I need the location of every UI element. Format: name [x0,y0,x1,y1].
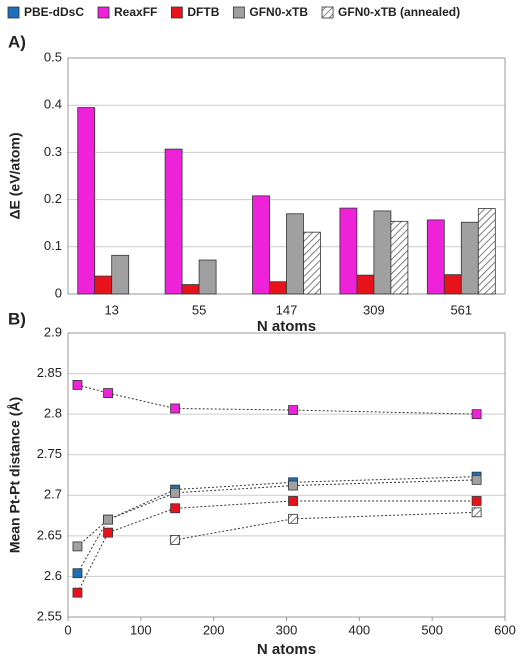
bar [252,195,270,295]
bar [339,207,358,295]
marker [471,507,482,518]
y-tick-label: 0.3 [44,144,62,159]
y-tick-label: 2.7 [44,487,62,502]
marker [72,587,83,598]
bar [426,219,445,295]
y-axis-title: ΔE (eV/atom) [7,132,23,219]
marker [288,405,298,415]
legend-label: DFTB [187,5,219,19]
bar [94,275,113,295]
bar [477,208,496,295]
series-line [77,479,477,547]
legend-swatch [170,6,183,19]
y-tick-label: 0.1 [44,238,62,253]
legend-swatch [97,6,110,19]
x-tick-label: 400 [348,622,370,637]
y-tick-label: 2.75 [37,446,62,461]
marker [103,527,113,538]
x-axis-title: N atoms [257,641,316,658]
legend-swatch [232,6,245,19]
x-tick-label: 13 [104,302,118,317]
bar [269,281,287,295]
marker [170,487,180,498]
panel-label: A) [8,32,26,51]
marker [288,496,298,506]
x-tick-label: 600 [494,622,516,637]
marker [170,535,180,545]
marker [72,568,83,579]
bar [303,231,321,295]
x-tick-label: 200 [203,622,225,637]
bar [443,274,462,295]
bar [164,148,183,295]
bar [286,213,304,295]
x-tick-label: 300 [276,622,298,637]
x-tick-label: 55 [192,302,206,317]
plot-frame [67,332,506,618]
marker [72,380,83,390]
x-tick-label: 561 [450,302,472,317]
panel-label: B) [8,309,26,328]
y-tick-label: 2.6 [44,568,62,583]
legend-swatch [321,6,334,19]
x-tick-label: 500 [421,622,443,637]
x-tick-label: 147 [276,302,298,317]
marker [471,474,482,485]
bar [356,274,375,295]
bar [111,254,130,295]
y-tick-label: 0 [55,285,62,300]
y-tick-label: 2.9 [44,324,62,339]
y-tick-label: 2.85 [37,365,62,380]
y-tick-label: 0.2 [44,191,62,206]
x-axis-title: N atoms [257,318,316,335]
x-tick-label: 309 [363,302,385,317]
marker [103,388,113,398]
marker [170,403,180,414]
bar [460,221,479,295]
marker [72,541,83,552]
marker [471,409,482,420]
bar [390,220,409,295]
y-tick-label: 2.8 [44,406,62,421]
marker [471,496,482,506]
y-axis-title: Mean Pt-Pt distance (Å) [7,397,23,553]
legend-label: GFN0-xTB (annealed) [338,5,460,19]
series-line [77,384,477,415]
y-tick-label: 2.55 [37,608,62,623]
y-tick-label: 0.4 [44,97,62,112]
bar [198,259,217,295]
marker [170,503,180,514]
legend-label: GFN0-xTB [249,5,308,19]
legend-label: PBE-dDsC [24,5,84,19]
bar [373,210,392,295]
x-tick-label: 100 [130,622,152,637]
x-tick-label: 0 [64,622,71,637]
y-tick-label: 2.65 [37,527,62,542]
marker [288,513,298,524]
marker [288,480,298,491]
marker [103,514,113,525]
legend-label: ReaxFF [114,5,157,19]
series-line [77,476,477,574]
bar [77,107,96,295]
y-tick-label: 0.5 [44,49,62,64]
bar [181,284,200,295]
series-line [77,500,477,593]
legend-swatch [7,6,20,19]
